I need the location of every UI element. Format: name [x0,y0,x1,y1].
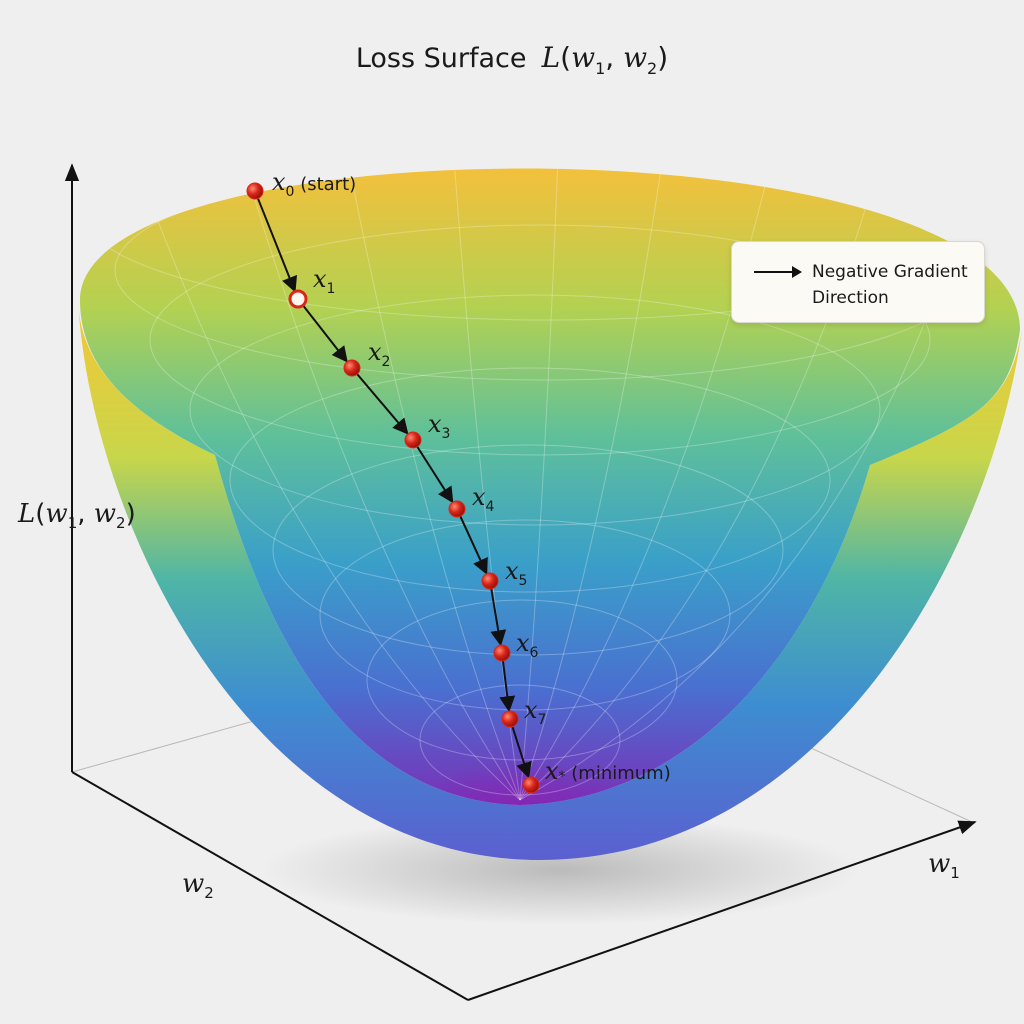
bowl-inner-surface [80,168,1020,805]
w2-axis-label: w2 [182,869,214,902]
w2-axis [71,771,469,1001]
gradient-step-arrow [257,198,297,293]
iterate-label-8: x* (minimum) [545,757,671,785]
w1-axis-label: w1 [928,849,960,882]
vertical-axis-label: L(w1, w2) [17,499,136,532]
gradient-step-arrow [416,446,454,504]
gradient-step-arrow [490,588,507,647]
iterate-point-1 [288,289,308,309]
iterate-label-4: x4 [472,483,495,515]
iterate-point-2 [343,359,361,377]
iterate-label-5: x5 [505,557,527,589]
legend-label: Negative Gradient Direction [812,262,968,308]
axes [64,163,977,1001]
bowl-shadow [260,815,860,925]
gradient-step-arrow [302,304,348,363]
iterate-point-3 [404,431,422,449]
gradient-step-arrow [356,373,409,435]
descent-points [246,182,540,794]
iterate-label-1: x1 [313,265,335,297]
bowl-outer-surface [78,300,1022,860]
w1-axis [467,820,977,1001]
surface-grid [80,168,1020,801]
iterate-label-3: x3 [428,410,450,442]
legend: Negative Gradient Direction [731,241,985,323]
iterate-point-7 [501,710,519,728]
iterate-label-6: x6 [516,629,539,661]
iterate-point-6 [493,644,511,662]
diagram-title: Loss Surface L(w1, w2) [356,41,668,78]
gradient-step-arrow [499,660,516,713]
iterate-point-5 [481,572,499,590]
gradient-step-arrow [459,515,488,575]
iterate-label-0: x0 (start) [272,168,356,200]
bowl-minimum-glow [350,670,690,805]
point-labels: x0 (start) x1 x2 x3 x4 x5 x6 x7 x* (minimum) [272,168,671,785]
iterate-label-7: x7 [524,696,546,728]
iterate-point-8 [522,776,540,794]
legend-arrow-icon [754,266,802,278]
iterate-label-2: x2 [368,338,390,370]
gradient-step-arrow [511,726,532,779]
iterate-point-0 [246,182,264,200]
descent-path [257,198,532,779]
iterate-point-4 [448,500,466,518]
